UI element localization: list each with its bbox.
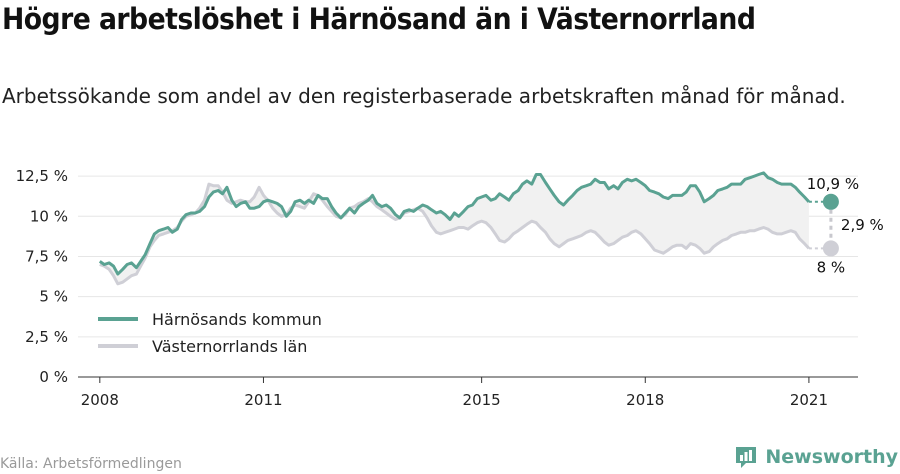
legend-label: Härnösands kommun: [152, 310, 322, 329]
end-marker-harnosand: [822, 193, 839, 210]
chart-title: Högre arbetslöshet i Härnösand än i Väst…: [2, 2, 756, 36]
source-note: Källa: Arbetsförmedlingen: [0, 456, 182, 472]
newsworthy-icon: [736, 447, 757, 468]
y-tick-label: 2,5 %: [25, 328, 68, 346]
x-tick-label: 2021: [790, 391, 828, 409]
x-tick-label: 2015: [463, 391, 501, 409]
end-label-harnosand: 10,9 %: [807, 175, 859, 193]
brand-name: Newsworthy: [765, 446, 898, 468]
x-tick-label: 2011: [244, 391, 282, 409]
line-chart: 10,9 % 8 % 2,9 % 0 % 2,5 % 5 % 7,5 % 10 % 12,5 …: [16, 167, 884, 409]
series-line-harnosand: [98, 171, 811, 276]
legend-label: Västernorrlands län: [152, 337, 307, 356]
y-tick-label: 5 %: [39, 288, 68, 306]
end-label-vasternorrland: 8 %: [817, 258, 846, 276]
end-markers: 10,9 % 8 % 2,9 %: [807, 175, 884, 277]
chart-lines: [98, 171, 811, 286]
x-tick-label: 2018: [626, 391, 664, 409]
chart-axes: 0 % 2,5 % 5 % 7,5 % 10 % 12,5 % 2008 2011 2015 20…: [16, 167, 858, 409]
y-tick-label: 0 %: [39, 368, 68, 386]
chart-subtitle: Arbetssökande som andel av den registerb…: [2, 84, 846, 108]
chart-legend: Härnösands kommun Västernorrlands län: [98, 310, 322, 356]
y-tick-label: 10 %: [30, 207, 68, 225]
series-line-vasternorrland: [99, 182, 811, 286]
diff-label: 2,9 %: [841, 216, 884, 234]
end-marker-vasternorrland: [822, 240, 839, 257]
brand-logo: Newsworthy: [733, 444, 898, 470]
x-tick-label: 2008: [81, 391, 119, 409]
y-tick-label: 7,5 %: [25, 247, 68, 265]
y-tick-label: 12,5 %: [16, 167, 68, 185]
